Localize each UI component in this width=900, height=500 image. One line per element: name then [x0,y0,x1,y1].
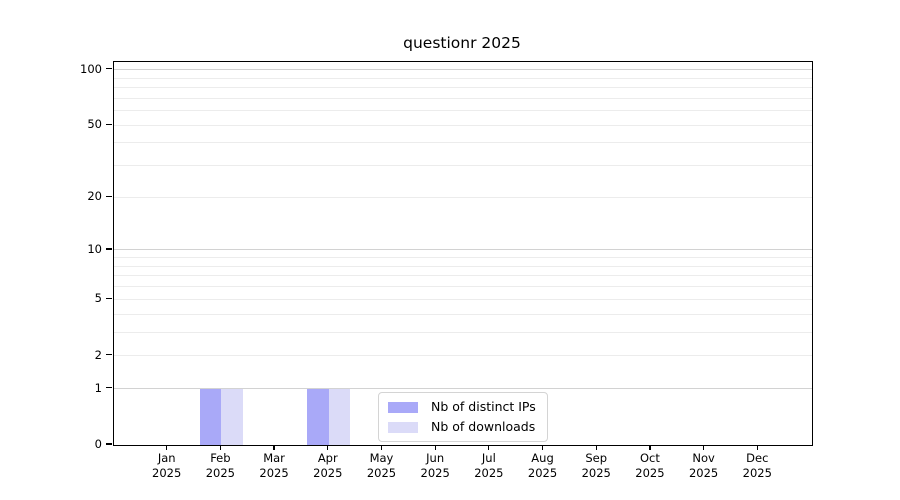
x-axis-tick [327,445,329,450]
legend-item-downloads: Nb of downloads [388,419,536,435]
x-tick-year: 2025 [313,466,343,480]
y-gridline-minor [114,110,812,112]
y-gridline-minor [114,313,812,315]
bar-distinct-ips [199,388,222,445]
x-axis-tick-label: Oct 2025 [622,451,678,481]
y-axis-tick [106,195,112,197]
x-axis-tick-label: Sep 2025 [568,451,624,481]
x-axis-tick-label: Feb 2025 [192,451,248,481]
x-tick-month: Dec [746,451,769,465]
x-tick-year: 2025 [152,466,182,480]
x-axis-tick-label: Nov 2025 [676,451,732,481]
x-axis-tick-label: Mar 2025 [246,451,302,481]
y-axis-tick-label: 100 [80,61,102,76]
plot-area: Nb of distinct IPs Nb of downloads [113,61,813,446]
y-gridline-major [114,249,812,251]
x-tick-year: 2025 [205,466,236,480]
y-axis-tick-label: 1 [94,380,102,395]
x-axis-tick [703,445,705,450]
y-gridline-minor [114,331,812,333]
x-axis-tick [273,445,275,450]
x-axis-tick [595,445,597,450]
y-gridline-minor [114,77,812,79]
x-axis-tick [488,445,490,450]
x-axis-tick-label: Apr 2025 [300,451,356,481]
x-tick-month: Jun [426,451,445,465]
y-axis-tick-label: 20 [87,189,102,204]
y-axis-tick [106,248,112,250]
x-tick-month: Nov [692,451,715,465]
y-gridline-minor [114,165,812,167]
x-tick-year: 2025 [742,466,772,480]
y-gridline-major [114,388,812,390]
y-axis-tick-label: 5 [94,291,102,306]
y-axis-tick-label: 10 [87,241,102,256]
x-tick-month: Apr [317,451,338,465]
x-tick-month: Mar [263,451,285,465]
bar-downloads [221,388,243,445]
x-axis-tick [380,445,383,450]
y-gridline-minor [114,196,812,198]
x-tick-year: 2025 [635,466,665,480]
y-gridline-minor [114,142,812,144]
y-axis-tick-label: 50 [87,117,102,132]
y-axis-tick [106,387,112,389]
legend-swatch-distinct-ips-icon [388,401,418,413]
x-tick-month: May [369,451,394,465]
x-axis-tick [166,445,168,450]
y-axis-tick [106,297,112,299]
y-gridline-minor [114,298,812,300]
x-tick-month: Feb [210,451,231,465]
x-tick-year: 2025 [527,466,558,480]
x-tick-year: 2025 [366,466,397,480]
x-tick-month: Aug [531,451,554,465]
bar-distinct-ips [307,388,329,445]
x-axis-tick [649,445,651,450]
x-axis-tick-label: May 2025 [353,451,409,481]
y-gridline-minor [114,97,812,99]
y-gridline-minor [114,355,812,357]
y-axis-tick [106,123,112,125]
x-tick-month: Oct [639,451,660,465]
y-gridline-minor [114,124,812,126]
x-axis-tick-label: Jul 2025 [461,451,517,481]
y-gridline-minor [114,265,812,267]
x-axis-tick-label: Aug 2025 [515,451,571,481]
x-tick-year: 2025 [420,466,450,480]
x-tick-month: Jan [157,451,176,465]
legend-item-distinct-ips: Nb of distinct IPs [388,399,536,415]
y-axis-tick [106,354,112,356]
legend-label-distinct-ips: Nb of distinct IPs [431,399,536,414]
y-gridline-major [114,69,812,71]
chart-title: questionr 2025 [403,34,521,52]
bar-downloads [328,388,351,445]
x-axis-tick-label: Jan 2025 [139,451,195,481]
y-gridline-minor [114,286,812,288]
legend-label-downloads: Nb of downloads [431,419,536,434]
x-axis-tick [219,445,221,450]
x-tick-year: 2025 [259,466,289,480]
x-axis-tick [434,445,436,450]
x-axis-tick [541,445,544,450]
x-tick-year: 2025 [688,466,719,480]
y-axis-tick-label: 0 [94,437,102,451]
legend-swatch-downloads-icon [388,421,418,433]
legend: Nb of distinct IPs Nb of downloads [378,392,548,442]
x-axis-tick-label: Jun 2025 [407,451,463,481]
x-axis-tick-label: Dec 2025 [729,451,785,481]
x-tick-month: Jul [481,451,496,465]
y-axis-tick-label: 2 [94,347,102,362]
y-gridline-minor [114,87,812,89]
x-tick-month: Sep [585,451,608,465]
y-gridline-minor [114,257,812,259]
y-axis-tick [106,68,112,70]
x-tick-year: 2025 [581,466,611,480]
x-tick-year: 2025 [474,466,504,480]
x-axis-tick [756,445,758,450]
y-gridline-minor [114,275,812,277]
y-axis-tick [106,443,112,445]
